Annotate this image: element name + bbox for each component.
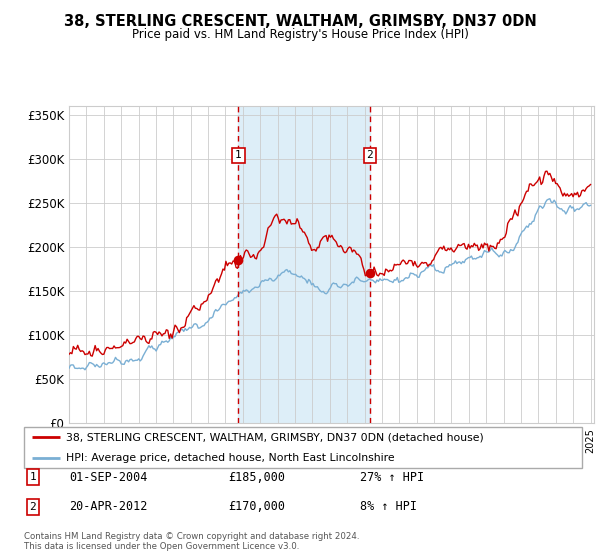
Text: £185,000: £185,000 <box>228 470 285 484</box>
Text: 01-SEP-2004: 01-SEP-2004 <box>69 470 148 484</box>
Bar <box>238 106 370 423</box>
FancyBboxPatch shape <box>24 427 582 468</box>
Text: 38, STERLING CRESCENT, WALTHAM, GRIMSBY, DN37 0DN (detached house): 38, STERLING CRESCENT, WALTHAM, GRIMSBY,… <box>66 432 484 442</box>
Text: £170,000: £170,000 <box>228 500 285 514</box>
Text: 8% ↑ HPI: 8% ↑ HPI <box>360 500 417 514</box>
Text: HPI: Average price, detached house, North East Lincolnshire: HPI: Average price, detached house, Nort… <box>66 452 394 463</box>
Text: Price paid vs. HM Land Registry's House Price Index (HPI): Price paid vs. HM Land Registry's House … <box>131 28 469 41</box>
Text: 2: 2 <box>367 151 373 161</box>
Text: Contains HM Land Registry data © Crown copyright and database right 2024.
This d: Contains HM Land Registry data © Crown c… <box>24 532 359 552</box>
Text: 2: 2 <box>29 502 37 512</box>
Text: 27% ↑ HPI: 27% ↑ HPI <box>360 470 424 484</box>
Text: 20-APR-2012: 20-APR-2012 <box>69 500 148 514</box>
Text: 1: 1 <box>235 151 242 161</box>
Text: 1: 1 <box>29 472 37 482</box>
Text: 38, STERLING CRESCENT, WALTHAM, GRIMSBY, DN37 0DN: 38, STERLING CRESCENT, WALTHAM, GRIMSBY,… <box>64 14 536 29</box>
